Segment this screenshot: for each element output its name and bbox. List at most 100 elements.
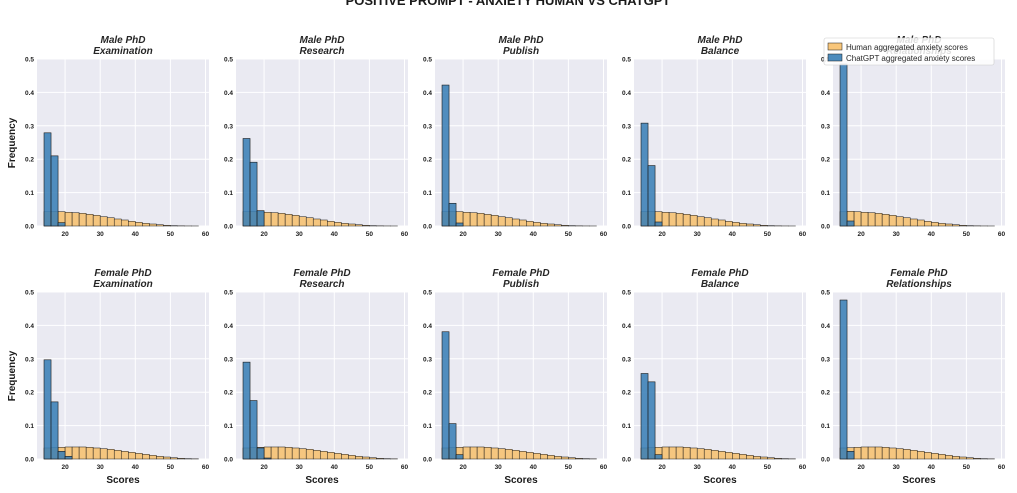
x-tick-label: 40 xyxy=(331,464,339,471)
panel-background xyxy=(37,59,209,226)
human-bar xyxy=(305,217,314,227)
y-tick-label: 0.3 xyxy=(821,123,830,130)
x-tick-label: 20 xyxy=(857,464,865,471)
human-bar xyxy=(725,221,733,227)
human-bar xyxy=(682,214,691,227)
y-tick-label: 0.1 xyxy=(423,190,432,197)
human-bar xyxy=(483,214,492,227)
x-tick-label: 50 xyxy=(366,464,374,471)
human-bar xyxy=(334,222,342,227)
y-tick-label: 0.5 xyxy=(224,57,233,64)
human-bar xyxy=(710,450,719,460)
human-bar xyxy=(92,447,101,460)
human-bar xyxy=(973,458,981,460)
human-bar xyxy=(732,222,740,227)
panel-background xyxy=(435,292,607,459)
human-bar xyxy=(263,446,272,460)
human-bar xyxy=(717,219,726,227)
human-bar xyxy=(291,447,300,460)
y-tick-label: 0.0 xyxy=(423,457,432,464)
human-bar xyxy=(881,447,890,460)
chatgpt-bar xyxy=(50,155,59,227)
y-tick-label: 0.2 xyxy=(821,157,830,164)
panel-title-line1: Female PhD xyxy=(293,268,350,279)
x-axis-label: Scores xyxy=(504,475,538,486)
human-bar xyxy=(867,212,876,227)
y-tick-label: 0.0 xyxy=(423,224,432,231)
human-bar xyxy=(867,446,876,460)
panel-title-line1: Female PhD xyxy=(691,268,748,279)
human-bar xyxy=(476,213,485,227)
human-bar xyxy=(113,218,122,227)
human-bar xyxy=(462,446,471,460)
y-tick-label: 0.3 xyxy=(423,356,432,363)
human-bar xyxy=(874,446,883,460)
human-bar xyxy=(376,458,384,460)
human-bar xyxy=(319,451,328,460)
legend-label-human: Human aggregated anxiety scores xyxy=(846,43,968,52)
x-tick-label: 30 xyxy=(296,231,304,238)
x-tick-label: 20 xyxy=(61,464,69,471)
human-bar xyxy=(504,217,513,227)
human-bar xyxy=(938,454,946,460)
panel-title-line1: Male PhD xyxy=(299,35,344,46)
y-tick-label: 0.5 xyxy=(622,290,631,297)
human-bar xyxy=(149,455,157,460)
y-tick-label: 0.3 xyxy=(224,356,233,363)
x-tick-label: 60 xyxy=(799,231,807,238)
human-bar xyxy=(135,222,143,227)
human-bar xyxy=(277,446,286,460)
x-tick-label: 30 xyxy=(893,231,901,238)
human-bar xyxy=(725,452,733,460)
panel-10: 0.0 0.1 0.2 0.3 0.4 0.5 20 30 40 50 60 Female PhDRe… xyxy=(821,268,1006,486)
x-tick-label: 50 xyxy=(167,231,175,238)
human-bar xyxy=(469,212,478,227)
human-bar xyxy=(888,215,897,227)
human-bar xyxy=(327,221,335,227)
panel-title-line1: Female PhD xyxy=(890,268,947,279)
y-tick-label: 0.4 xyxy=(224,323,233,330)
chatgpt-bar xyxy=(455,222,464,227)
human-bar xyxy=(483,447,492,460)
human-bar xyxy=(341,223,349,227)
x-tick-label: 30 xyxy=(97,464,105,471)
y-tick-label: 0.4 xyxy=(224,90,233,97)
human-bar xyxy=(533,453,541,460)
x-tick-label: 60 xyxy=(202,464,210,471)
panel-background xyxy=(634,59,806,226)
human-bar xyxy=(71,212,80,227)
human-bar xyxy=(78,446,87,460)
human-bar xyxy=(334,453,342,460)
chatgpt-bar xyxy=(448,423,457,460)
human-bar xyxy=(99,448,108,460)
human-bar xyxy=(163,225,171,227)
panel-background xyxy=(37,292,209,459)
x-tick-label: 50 xyxy=(963,231,971,238)
panel-background xyxy=(634,292,806,459)
x-tick-label: 20 xyxy=(658,231,666,238)
x-tick-label: 50 xyxy=(167,464,175,471)
y-tick-label: 0.4 xyxy=(423,323,432,330)
panel-background xyxy=(236,59,408,226)
human-bar xyxy=(327,452,335,460)
x-tick-label: 20 xyxy=(260,231,268,238)
panel-title-line2: Publish xyxy=(503,46,539,57)
y-tick-label: 0.0 xyxy=(224,457,233,464)
human-bar xyxy=(554,456,562,460)
chatgpt-bar xyxy=(263,457,272,460)
human-bar xyxy=(526,221,534,227)
x-tick-label: 40 xyxy=(729,464,737,471)
chatgpt-bar xyxy=(242,361,251,460)
human-bar xyxy=(717,451,726,460)
y-tick-label: 0.1 xyxy=(821,423,830,430)
y-tick-label: 0.1 xyxy=(622,190,631,197)
y-tick-label: 0.0 xyxy=(25,224,34,231)
human-bar xyxy=(675,446,684,460)
human-bar xyxy=(568,457,576,460)
human-bar xyxy=(853,447,862,460)
human-bar xyxy=(142,454,150,460)
panel-title-line2: Balance xyxy=(701,279,740,290)
human-bar xyxy=(703,449,712,460)
human-bar xyxy=(547,223,555,227)
human-bar xyxy=(710,218,719,227)
